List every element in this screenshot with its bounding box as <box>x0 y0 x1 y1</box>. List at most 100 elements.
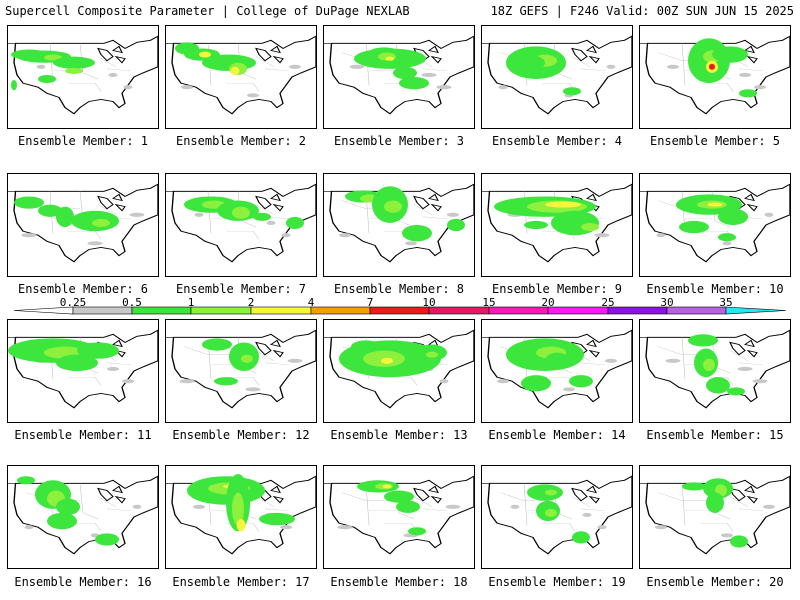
coastline <box>487 35 632 115</box>
colorbar-tick-label: 30 <box>660 296 674 309</box>
ensemble-member-label: Ensemble Member: 13 <box>330 428 468 442</box>
colorbar-segment <box>369 306 430 315</box>
low-value-area <box>107 366 119 371</box>
scp-contour-area <box>382 484 392 489</box>
ensemble-member-panel <box>165 465 317 569</box>
coastline <box>329 475 474 555</box>
coastline <box>13 35 158 115</box>
coastline <box>13 475 158 555</box>
great-lakes <box>255 45 284 64</box>
scp-contour-area <box>727 387 745 396</box>
low-value-area <box>754 85 766 90</box>
low-value-area <box>337 525 353 530</box>
low-value-area <box>421 72 437 77</box>
colorbar-segment <box>310 306 371 315</box>
ensemble-member-panel <box>639 319 791 423</box>
great-lakes <box>255 193 284 212</box>
ensemble-map <box>640 183 790 263</box>
colorbar-segment <box>547 306 609 315</box>
ensemble-map <box>640 35 790 115</box>
scp-contour-area <box>447 218 465 232</box>
low-value-area <box>764 212 774 217</box>
low-value-area <box>181 85 193 90</box>
scp-contour-area <box>214 377 238 386</box>
great-lakes <box>255 339 284 358</box>
ensemble-map <box>640 475 790 555</box>
ensemble-member-panel <box>481 173 633 277</box>
coastline <box>645 475 790 555</box>
low-value-area <box>447 212 459 217</box>
low-value-area <box>436 85 452 90</box>
colorbar-tick-label: 10 <box>422 296 436 309</box>
scp-contour-area <box>718 233 736 242</box>
scp-contour-area <box>521 375 551 392</box>
colorbar-tick-label: 0.25 <box>59 296 87 309</box>
scp-contour-area <box>17 476 35 485</box>
colorbar-tick-label: 7 <box>366 296 374 309</box>
scp-contour-area <box>38 74 56 84</box>
great-lakes <box>571 339 600 358</box>
scp-contour-area <box>509 54 545 71</box>
ensemble-map <box>166 183 316 263</box>
low-value-area <box>280 525 292 530</box>
scp-contour-area <box>56 354 98 371</box>
product-title: Supercell Composite Parameter | College … <box>5 4 410 18</box>
low-value-area <box>439 379 449 384</box>
ensemble-member-panel <box>323 319 475 423</box>
scp-contour-area <box>739 89 757 98</box>
scp-contour-area <box>381 357 393 364</box>
model-run-info: 18Z GEFS | F246 Valid: 00Z SUN JUN 15 20… <box>490 4 794 18</box>
coastline <box>645 329 790 409</box>
ensemble-member-panel <box>7 465 159 569</box>
low-value-area <box>445 504 461 509</box>
scp-contour-area <box>682 482 706 491</box>
low-value-area <box>247 93 259 98</box>
ensemble-member-label: Ensemble Member: 5 <box>649 134 781 148</box>
low-value-area <box>349 64 365 69</box>
ensemble-map <box>166 35 316 115</box>
low-value-area <box>737 366 753 371</box>
scp-contour-area <box>563 87 581 96</box>
low-value-area <box>194 212 204 217</box>
scp-contour-area <box>92 218 110 228</box>
ensemble-map <box>8 183 158 263</box>
scp-contour-area <box>545 352 569 369</box>
great-lakes <box>413 193 442 212</box>
scp-contour-area <box>236 519 246 532</box>
scp-contour-area <box>545 489 557 496</box>
ensemble-member-panel <box>639 465 791 569</box>
low-value-area <box>193 504 205 509</box>
ensemble-map <box>482 329 632 409</box>
low-value-area <box>339 233 351 238</box>
low-value-area <box>287 358 303 363</box>
low-value-area <box>24 525 34 530</box>
scp-contour-area <box>259 512 295 526</box>
ensemble-member-label: Ensemble Member: 15 <box>646 428 784 442</box>
scp-contour-area <box>253 212 271 221</box>
low-value-area <box>605 358 617 363</box>
ensemble-member-label: Ensemble Member: 2 <box>175 134 307 148</box>
ensemble-member-label: Ensemble Member: 3 <box>333 134 465 148</box>
colorbar-tick-label: 4 <box>307 296 315 309</box>
colorbar-segment <box>428 306 490 315</box>
low-value-area <box>563 387 575 392</box>
scp-contour-area <box>47 512 77 530</box>
ensemble-map <box>166 474 316 555</box>
low-value-area <box>763 504 775 509</box>
scp-contour-area <box>56 206 74 228</box>
colorbar-tick-label: 35 <box>719 296 733 309</box>
low-value-area <box>36 64 46 69</box>
scp-contour-area <box>572 531 590 544</box>
scp-contour-area <box>202 54 256 71</box>
ensemble-member-panel <box>323 465 475 569</box>
scp-contour-area <box>241 354 253 363</box>
colorbar-tick-label: 1 <box>187 296 195 309</box>
ensemble-member-label: Ensemble Member: 8 <box>333 282 465 296</box>
great-lakes <box>97 193 126 212</box>
low-value-area <box>123 85 133 90</box>
scp-contour-area <box>718 208 748 225</box>
ensemble-member-label: Ensemble Member: 17 <box>172 575 310 589</box>
scp-contour-area <box>11 80 17 91</box>
ensemble-member-panel <box>7 319 159 423</box>
great-lakes <box>413 485 442 504</box>
